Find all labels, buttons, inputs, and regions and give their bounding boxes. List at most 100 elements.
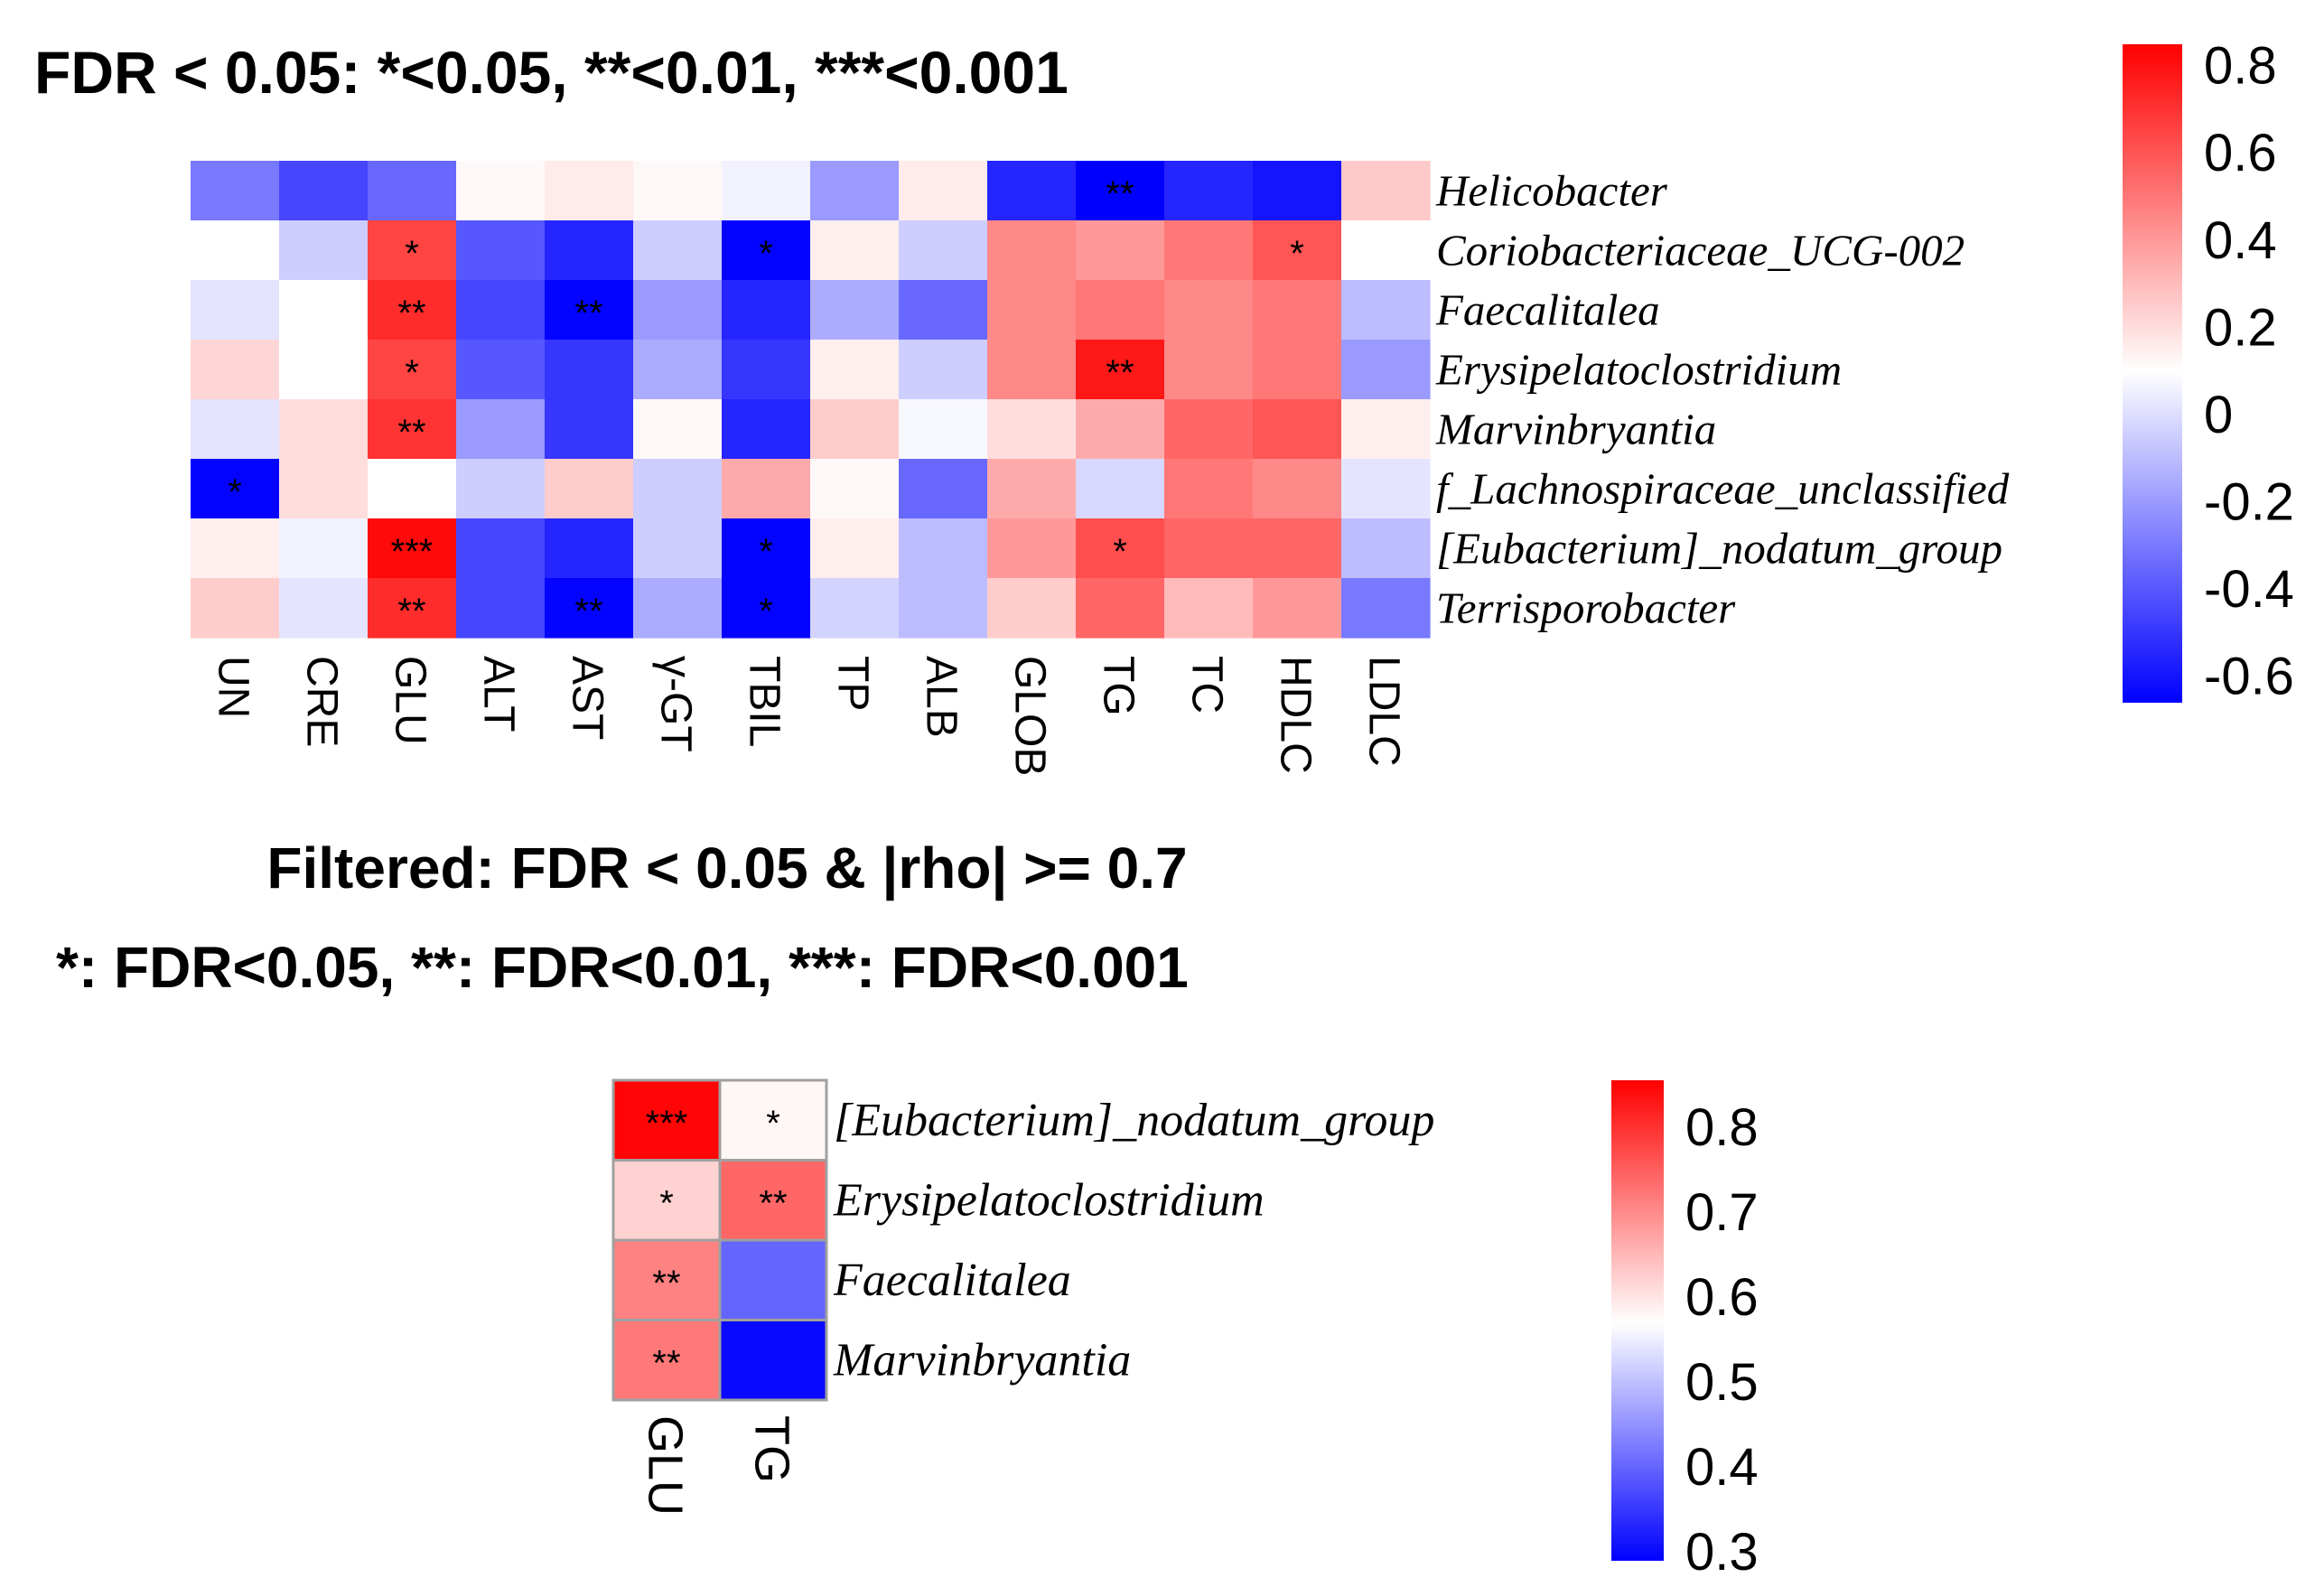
legend-tick-label: 0.8 xyxy=(1685,1098,1759,1157)
cell-marvinbryantia-ast xyxy=(545,399,634,460)
cell-terrisporobacter-gt xyxy=(633,578,723,639)
cell-coriobacteriaceae-ucg-002-hdlc xyxy=(1253,220,1342,281)
cell-faecalitalea-alb xyxy=(899,280,988,341)
cell-marvinbryantia-alt xyxy=(456,399,546,460)
cell-erysipelatoclostridium-tp xyxy=(810,340,900,400)
cell-helicobacter-tp xyxy=(810,161,900,221)
cell-faecalitalea-hdlc xyxy=(1253,280,1342,341)
cell-f-lachnospiraceae-unclassified-gt xyxy=(633,459,723,519)
cell-erysipelatoclostridium-tbil xyxy=(722,340,811,400)
cell-helicobacter-ldlc xyxy=(1341,161,1431,221)
significance-mark-coriobacteriaceae-ucg-002-hdlc: * xyxy=(1290,234,1304,274)
cell-marvinbryantia-tg xyxy=(718,1319,828,1402)
cell-marvinbryantia-alb xyxy=(899,399,988,460)
cell-coriobacteriaceae-ucg-002-tbil xyxy=(722,220,811,281)
cell-f-lachnospiraceae-unclassified-un xyxy=(191,459,280,519)
cell-marvinbryantia-glu xyxy=(611,1319,722,1402)
cell-faecalitalea-alt xyxy=(456,280,546,341)
cell-marvinbryantia-glob xyxy=(987,399,1077,460)
cell-faecalitalea-ast xyxy=(545,280,634,341)
cell-helicobacter-tc xyxy=(1164,161,1254,221)
column-label: AST xyxy=(564,656,611,740)
cell-terrisporobacter-glob xyxy=(987,578,1077,639)
cell-faecalitalea-glob xyxy=(987,280,1077,341)
cell-eubacterium-nodatum-group-tg xyxy=(1076,518,1165,579)
cell-terrisporobacter-alb xyxy=(899,578,988,639)
cell-terrisporobacter-alt xyxy=(456,578,546,639)
cell-faecalitalea-ldlc xyxy=(1341,280,1431,341)
cell-coriobacteriaceae-ucg-002-gt xyxy=(633,220,723,281)
cell-faecalitalea-tbil xyxy=(722,280,811,341)
cell-erysipelatoclostridium-glob xyxy=(987,340,1077,400)
cell-marvinbryantia-hdlc xyxy=(1253,399,1342,460)
significance-mark-marvinbryantia-glu: ** xyxy=(397,413,425,453)
column-label: TG xyxy=(1095,656,1143,716)
significance-mark-faecalitalea-glu: ** xyxy=(652,1264,680,1303)
significance-mark-eubacterium-nodatum-group-tbil: * xyxy=(759,532,773,572)
cell-erysipelatoclostridium-alt xyxy=(456,340,546,400)
legend-tick-label: 0 xyxy=(2204,386,2233,444)
cell-terrisporobacter-tg xyxy=(1076,578,1165,639)
cell-eubacterium-nodatum-group-alt xyxy=(456,518,546,579)
significance-mark-helicobacter-tg: ** xyxy=(1106,174,1134,214)
cell-marvinbryantia-ldlc xyxy=(1341,399,1431,460)
cell-helicobacter-tg xyxy=(1076,161,1165,221)
cell-faecalitalea-gt xyxy=(633,280,723,341)
cell-f-lachnospiraceae-unclassified-ast xyxy=(545,459,634,519)
cell-eubacterium-nodatum-group-glu xyxy=(611,1078,722,1162)
legend-tick-label: 0.2 xyxy=(2204,298,2277,357)
column-label: HDLC xyxy=(1272,656,1320,774)
significance-mark-terrisporobacter-glu: ** xyxy=(397,592,425,631)
cell-erysipelatoclostridium-un xyxy=(191,340,280,400)
column-label: ALB xyxy=(918,656,966,738)
cell-f-lachnospiraceae-unclassified-tbil xyxy=(722,459,811,519)
cell-erysipelatoclostridium-cre xyxy=(279,340,369,400)
significance-mark-faecalitalea-glu: ** xyxy=(397,294,425,333)
cell-faecalitalea-glu xyxy=(368,280,457,341)
significance-mark-coriobacteriaceae-ucg-002-glu: * xyxy=(405,234,419,274)
cell-f-lachnospiraceae-unclassified-tp xyxy=(810,459,900,519)
cell-erysipelatoclostridium-hdlc xyxy=(1253,340,1342,400)
cell-coriobacteriaceae-ucg-002-alb xyxy=(899,220,988,281)
cell-faecalitalea-tp xyxy=(810,280,900,341)
legend-tick-label: 0.8 xyxy=(2204,37,2277,96)
legend-tick-label: 0.6 xyxy=(2204,124,2277,182)
legend-tick-label: -0.2 xyxy=(2204,472,2294,531)
filtered-heatmap-significance-key: *: FDR<0.05, **: FDR<0.01, ***: FDR<0.00… xyxy=(56,935,1189,1000)
cell-eubacterium-nodatum-group-tbil xyxy=(722,518,811,579)
cell-marvinbryantia-cre xyxy=(279,399,369,460)
cell-faecalitalea-cre xyxy=(279,280,369,341)
cell-f-lachnospiraceae-unclassified-alb xyxy=(899,459,988,519)
legend-tick-label: 0.3 xyxy=(1685,1523,1759,1582)
cell-terrisporobacter-glu xyxy=(368,578,457,639)
column-label: ALT xyxy=(475,656,523,732)
significance-mark-coriobacteriaceae-ucg-002-tbil: * xyxy=(759,234,773,274)
significance-mark-erysipelatoclostridium-glu: * xyxy=(659,1184,674,1224)
row-label: [Eubacterium]_nodatum_group xyxy=(834,1095,1434,1146)
color-legend-bar xyxy=(2123,44,2182,703)
cell-terrisporobacter-un xyxy=(191,578,280,639)
cell-eubacterium-nodatum-group-hdlc xyxy=(1253,518,1342,579)
cell-erysipelatoclostridium-tg xyxy=(1076,340,1165,400)
cell-terrisporobacter-cre xyxy=(279,578,369,639)
cell-coriobacteriaceae-ucg-002-alt xyxy=(456,220,546,281)
significance-mark-eubacterium-nodatum-group-glu: *** xyxy=(391,532,434,572)
significance-mark-erysipelatoclostridium-tg: ** xyxy=(759,1184,787,1224)
row-label: f_Lachnospiraceae_unclassified xyxy=(1436,464,2010,514)
cell-coriobacteriaceae-ucg-002-ldlc xyxy=(1341,220,1431,281)
cell-f-lachnospiraceae-unclassified-tg xyxy=(1076,459,1165,519)
filtered-heatmap: *** ** ******[Eubacterium]_nodatum_groupEr… xyxy=(611,1078,1759,1582)
cell-eubacterium-nodatum-group-ldlc xyxy=(1341,518,1431,579)
column-label: TC xyxy=(1183,656,1231,714)
cell-helicobacter-tbil xyxy=(722,161,811,221)
cell-terrisporobacter-ldlc xyxy=(1341,578,1431,639)
significance-mark-erysipelatoclostridium-glu: * xyxy=(405,353,419,393)
column-label: TP xyxy=(829,656,877,711)
cell-erysipelatoclostridium-alb xyxy=(899,340,988,400)
cell-helicobacter-alt xyxy=(456,161,546,221)
row-label: Coriobacteriaceae_UCG-002 xyxy=(1436,226,1965,275)
row-label: Marvinbryantia xyxy=(833,1334,1131,1386)
cell-erysipelatoclostridium-glu xyxy=(368,340,457,400)
column-label: TBIL xyxy=(741,656,789,747)
